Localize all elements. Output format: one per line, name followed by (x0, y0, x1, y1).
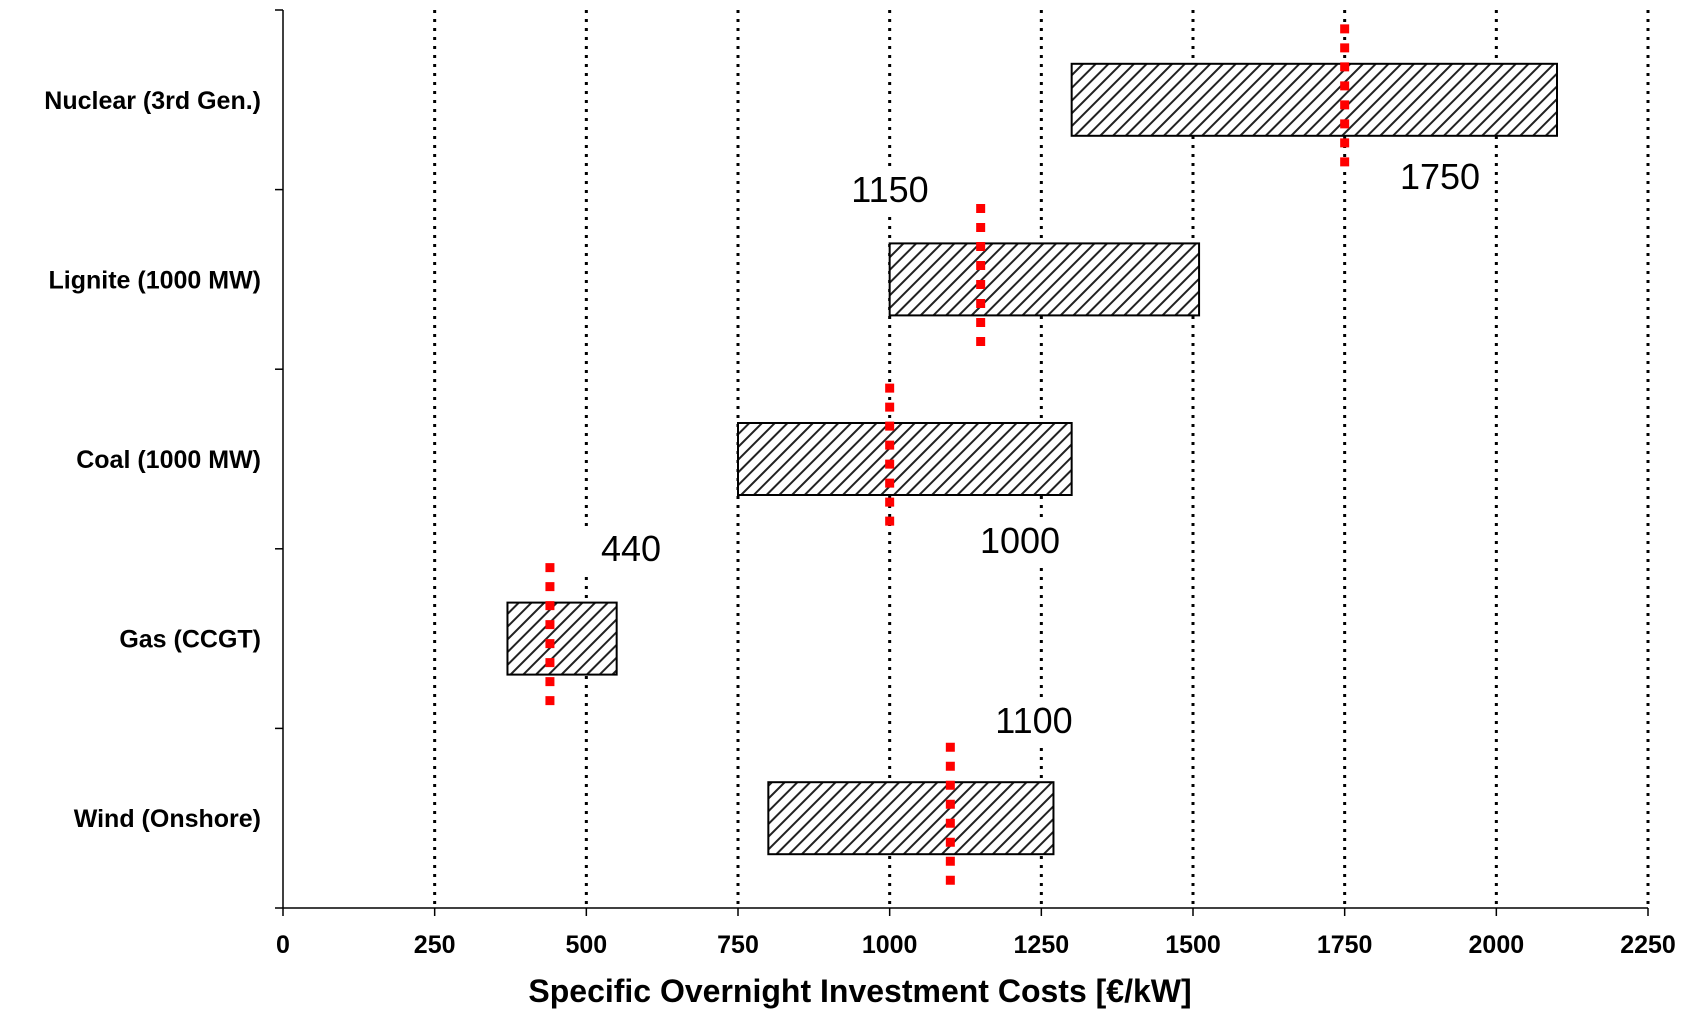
annotation-bg (1392, 155, 1488, 199)
range-bar (888, 242, 1201, 317)
x-axis-title: Specific Overnight Investment Costs [€/k… (528, 973, 1191, 1009)
x-tick-label: 750 (717, 931, 759, 959)
annotation-bg (972, 519, 1068, 563)
category-label: Wind (Onshore) (74, 805, 261, 833)
category-label: Lignite (1000 MW) (48, 266, 261, 294)
range-bar (737, 422, 1073, 496)
x-tick-label: 0 (276, 931, 290, 959)
annotation-label: 1100 (995, 700, 1072, 741)
annotation-label: 1000 (980, 520, 1060, 561)
annotation-bg (583, 527, 679, 571)
x-tick-label: 2250 (1620, 931, 1676, 959)
annotation-label: 1150 (851, 169, 928, 210)
range-bar (506, 601, 618, 676)
annotation-label: 440 (601, 528, 661, 569)
reference-markers (545, 24, 1350, 894)
annotation-label: 1750 (1400, 156, 1480, 197)
x-tick-label: 250 (414, 931, 456, 959)
range-bar (767, 781, 1055, 856)
range-bars (506, 62, 1558, 856)
x-tick-label: 2000 (1469, 931, 1525, 959)
x-tick-label: 1750 (1317, 931, 1373, 959)
labels: 0 250 500 750 1000 1250 1500 1750 2000 2250 Nuclea… (44, 87, 1676, 959)
grid-lines (433, 10, 1650, 908)
axes (275, 9, 1649, 916)
x-tick-label: 500 (565, 931, 607, 959)
category-label: Gas (CCGT) (119, 626, 261, 654)
x-tick-label: 1500 (1165, 931, 1221, 959)
category-label: Coal (1000 MW) (76, 446, 261, 474)
category-label: Nuclear (3rd Gen.) (44, 87, 261, 115)
x-tick-label: 1250 (1014, 931, 1070, 959)
range-bar (1070, 62, 1558, 137)
x-tick-label: 1000 (862, 931, 918, 959)
annotation-bg (986, 699, 1082, 743)
annotation-bg (842, 168, 938, 212)
